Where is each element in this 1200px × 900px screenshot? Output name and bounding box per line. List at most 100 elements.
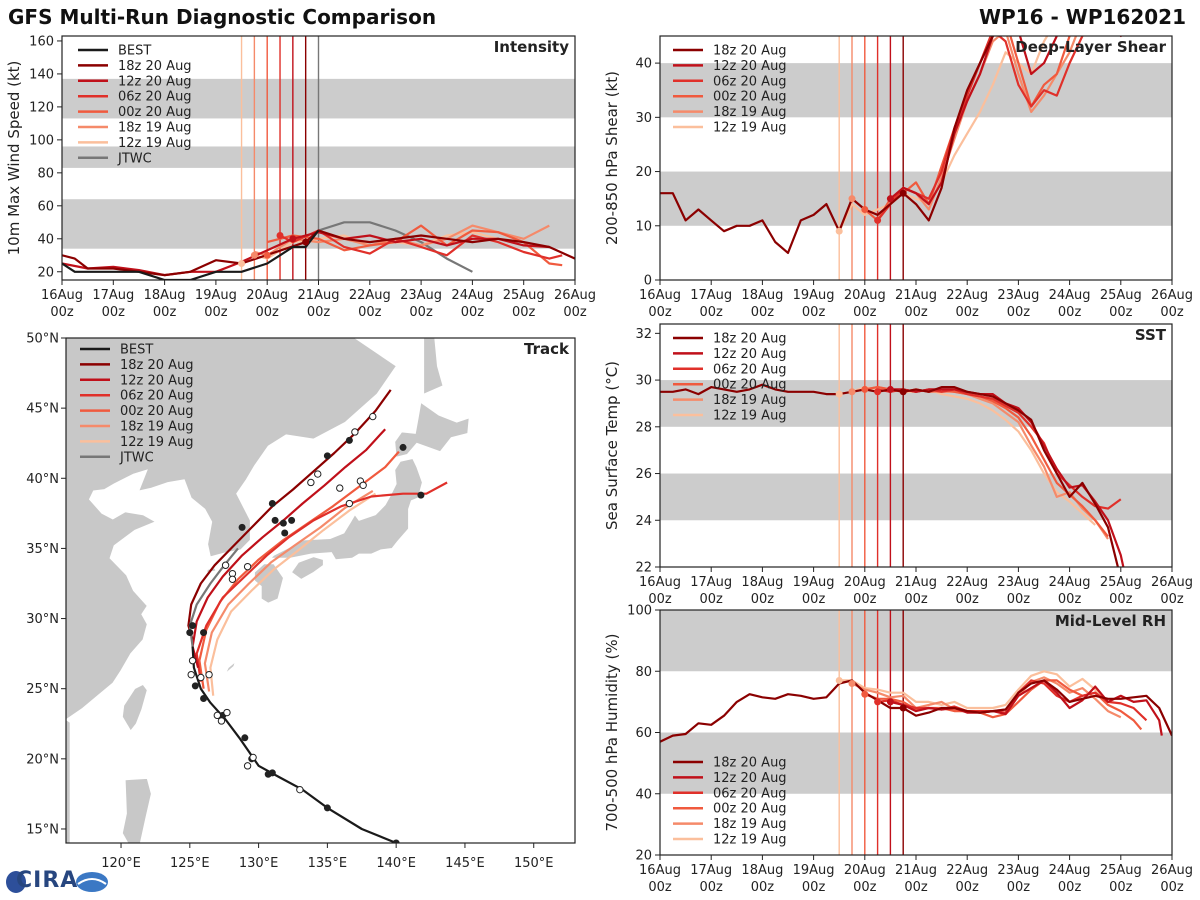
init-marker	[861, 690, 869, 698]
legend-entry: 00z 20 Aug	[120, 404, 194, 419]
lon-tick-label: 140°E	[376, 856, 416, 871]
forecast-point-00z	[268, 500, 276, 508]
series-line	[889, 36, 1123, 206]
forecast-point-12z	[205, 670, 213, 679]
x-tick-label: 22Aug	[349, 288, 391, 303]
x-tick-label: 20Aug	[844, 288, 886, 303]
logo-badge-icon	[76, 872, 108, 892]
x-tick-label: 00z	[904, 880, 928, 895]
forecast-point-12z	[243, 562, 252, 571]
forecast-point-12z	[307, 478, 315, 487]
forecast-point-12z	[223, 708, 231, 717]
x-tick-label: 20Aug	[844, 575, 886, 590]
forecast-point-12z	[221, 561, 230, 569]
forecast-point-00z	[281, 529, 289, 537]
forecast-point-12z	[213, 711, 222, 720]
x-tick-label: 00z	[563, 305, 587, 320]
hainan-landmass	[66, 719, 71, 843]
x-tick-label: 19Aug	[195, 288, 237, 303]
shear-plot	[660, 36, 1123, 280]
x-tick-label: 00z	[256, 305, 280, 320]
x-tick-label: 17Aug	[92, 288, 134, 303]
x-tick-label: 00z	[956, 592, 980, 607]
x-tick-label: 20Aug	[246, 288, 288, 303]
legend-entry: 18z 19 Aug	[120, 420, 194, 435]
lon-tick-label: 135°E	[308, 856, 348, 871]
x-tick-label: 00z	[1109, 880, 1133, 895]
y-tick-label: 20	[37, 265, 54, 280]
track-lines	[186, 389, 448, 854]
init-marker	[238, 260, 246, 268]
legend-entry: 06z 20 Aug	[713, 362, 787, 377]
panel-title: Track	[524, 340, 570, 358]
y-tick-label: 160	[29, 34, 54, 49]
x-tick-label: 00z	[50, 305, 74, 320]
x-tick-label: 25Aug	[1100, 575, 1142, 590]
lat-tick-label: 35°N	[26, 542, 59, 557]
x-tick-label: 00z	[204, 305, 228, 320]
legend-entry: 12z 20 Aug	[713, 771, 787, 786]
land-layer	[66, 338, 470, 843]
track-line	[191, 428, 387, 668]
init-marker	[289, 235, 297, 243]
x-tick-label: 24Aug	[1049, 288, 1091, 303]
forecast-point-00z	[417, 491, 425, 499]
panel-title: Mid-Level RH	[1055, 612, 1166, 630]
y-tick-label: 100	[29, 133, 54, 148]
legend-entry: 12z 20 Aug	[713, 347, 787, 362]
x-tick-label: 20Aug	[844, 863, 886, 878]
x-tick-label: 24Aug	[451, 288, 493, 303]
legend-entry: BEST	[120, 343, 153, 358]
x-tick-label: 26Aug	[554, 288, 596, 303]
rh-plot	[660, 610, 1172, 855]
best-track-point	[427, 847, 434, 854]
init-marker	[250, 251, 258, 259]
y-tick-label: 30	[635, 374, 652, 389]
legend-entry: JTWC	[117, 151, 152, 166]
forecast-point-12z	[197, 673, 205, 682]
lat-tick-label: 20°N	[26, 752, 59, 767]
forecast-point-00z	[200, 629, 208, 637]
forecast-point-12z	[188, 656, 197, 665]
x-tick-label: 00z	[1160, 305, 1184, 320]
init-marker	[899, 189, 907, 197]
init-marker	[835, 227, 843, 235]
x-tick-label: 00z	[1160, 592, 1184, 607]
init-marker	[835, 390, 843, 398]
x-tick-label: 25Aug	[1100, 288, 1142, 303]
legend-entry: 12z 19 Aug	[713, 121, 787, 136]
x-tick-label: 25Aug	[503, 288, 545, 303]
series-line	[660, 36, 996, 254]
legend-entry: 18z 19 Aug	[713, 817, 787, 832]
panel-title: SST	[1135, 326, 1167, 344]
x-tick-label: 19Aug	[793, 863, 835, 878]
lon-tick-label: 125°E	[170, 856, 210, 871]
legend-entry: 12z 19 Aug	[120, 435, 194, 450]
forecast-point-00z	[264, 770, 272, 778]
x-tick-label: 00z	[1160, 880, 1184, 895]
x-tick-label: 00z	[512, 305, 536, 320]
logo-graphic	[6, 871, 108, 893]
best-track-point	[200, 695, 208, 703]
legend-entry: 12z 19 Aug	[713, 833, 787, 848]
forecast-point-12z	[351, 428, 359, 436]
x-tick-label: 00z	[802, 592, 826, 607]
series-line	[318, 221, 473, 273]
y-tick-label: 28	[635, 420, 652, 435]
lat-tick-label: 40°N	[26, 472, 59, 487]
forecast-point-00z	[271, 516, 279, 524]
best-track-point	[189, 622, 197, 630]
x-tick-label: 00z	[853, 592, 877, 607]
lat-tick-label: 50°N	[26, 332, 59, 347]
y-tick-label: 80	[635, 665, 652, 680]
x-tick-label: 16Aug	[639, 863, 681, 878]
x-tick-label: 00z	[153, 305, 177, 320]
storm-id: WP16 - WP162021	[979, 5, 1186, 29]
init-marker	[886, 698, 894, 706]
y-tick-label: 120	[29, 100, 54, 115]
x-tick-label: 00z	[102, 305, 126, 320]
x-tick-label: 00z	[307, 305, 331, 320]
